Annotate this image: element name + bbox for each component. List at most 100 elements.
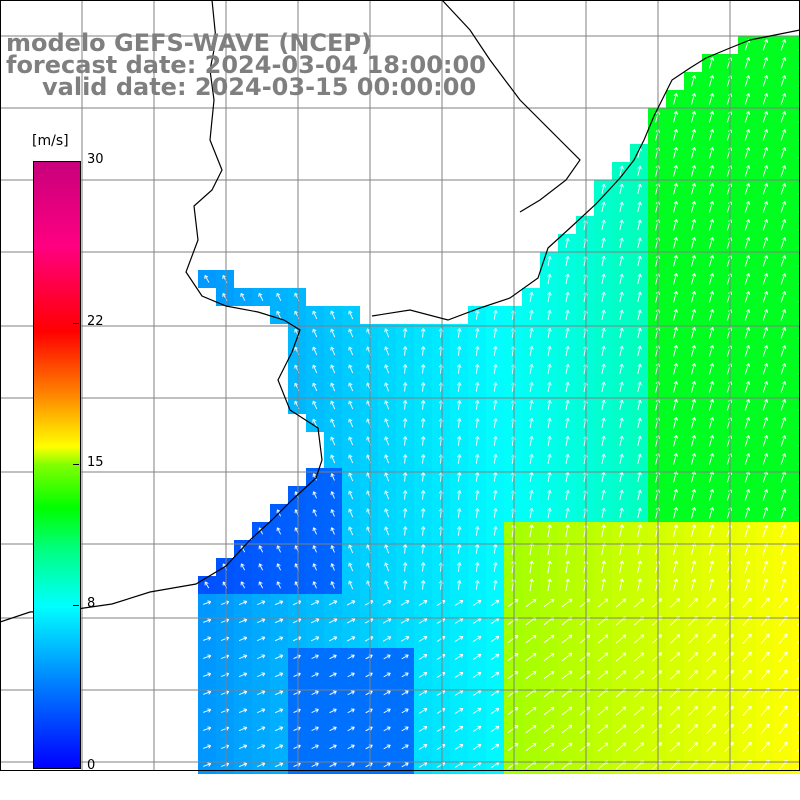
wind-arrow xyxy=(780,291,787,303)
wind-arrow xyxy=(744,201,751,213)
wind-arrow xyxy=(543,634,555,644)
wind-arrow xyxy=(673,417,678,429)
wind-arrow xyxy=(637,507,642,519)
wind-arrow xyxy=(420,544,426,554)
wind-arrow xyxy=(690,237,697,249)
field-cell xyxy=(792,36,800,54)
wind-arrow xyxy=(383,744,391,750)
wind-arrow xyxy=(619,578,625,592)
wind-arrow xyxy=(312,310,318,320)
wind-arrow xyxy=(561,724,573,734)
wind-arrow xyxy=(493,327,498,338)
wind-arrow xyxy=(507,652,519,661)
wind-arrow xyxy=(310,636,320,642)
wind-arrow xyxy=(673,147,678,159)
wind-arrow xyxy=(547,453,552,464)
wind-arrow xyxy=(744,291,751,303)
wind-arrow xyxy=(402,364,408,374)
wind-arrow xyxy=(742,633,752,644)
wind-arrow xyxy=(238,726,248,731)
wind-arrow xyxy=(420,382,426,392)
wind-arrow xyxy=(203,762,212,767)
wind-arrow xyxy=(454,708,464,714)
wind-arrow xyxy=(312,400,318,410)
wind-arrow xyxy=(637,219,642,231)
wind-arrow xyxy=(673,309,678,321)
field-cell xyxy=(792,630,800,648)
wind-arrow xyxy=(673,219,678,231)
wind-arrow xyxy=(673,201,678,213)
wind-arrow xyxy=(690,489,697,501)
wind-arrow xyxy=(493,543,498,554)
wind-arrow xyxy=(637,363,642,375)
wind-arrow xyxy=(475,328,480,338)
wind-arrow xyxy=(329,762,337,768)
wind-arrow xyxy=(615,706,627,716)
wind-arrow xyxy=(312,545,317,553)
wind-arrow xyxy=(311,690,319,696)
field-cell xyxy=(792,558,800,576)
field-cell xyxy=(792,126,800,144)
wind-arrow xyxy=(547,381,552,392)
wind-arrow xyxy=(507,670,519,679)
wind-arrow xyxy=(780,201,787,213)
wind-arrow xyxy=(744,237,751,249)
wind-arrow xyxy=(615,598,627,608)
wind-arrow xyxy=(760,597,770,609)
wind-arrow xyxy=(762,417,769,429)
wind-arrow xyxy=(690,291,697,303)
wind-arrow xyxy=(384,544,390,554)
wind-arrow xyxy=(256,726,266,732)
wind-arrow xyxy=(311,726,319,732)
wind-arrow xyxy=(274,708,284,714)
wind-arrow xyxy=(348,364,354,374)
wind-arrow xyxy=(762,345,769,357)
wind-arrow xyxy=(493,435,498,446)
wind-arrow xyxy=(619,453,624,465)
wind-arrow xyxy=(457,436,462,446)
wind-arrow xyxy=(601,237,606,249)
wind-arrow xyxy=(762,111,769,123)
wind-arrow xyxy=(347,762,355,768)
wind-arrow xyxy=(475,526,480,536)
wind-arrow xyxy=(240,581,246,589)
wind-arrow xyxy=(493,489,498,500)
wind-arrow xyxy=(475,382,480,392)
field-cell xyxy=(792,252,800,270)
wind-arrow xyxy=(274,690,284,696)
wind-arrow xyxy=(708,399,715,411)
wind-arrow xyxy=(744,524,751,538)
wind-arrow xyxy=(490,599,500,607)
wind-arrow xyxy=(690,183,697,195)
wind-arrow xyxy=(561,652,573,662)
wind-arrow xyxy=(276,563,282,571)
wind-arrow xyxy=(475,436,480,446)
wind-arrow xyxy=(256,762,266,768)
wind-arrow xyxy=(347,744,355,750)
wind-arrow xyxy=(744,219,751,231)
wind-arrow xyxy=(762,381,769,393)
wind-arrow xyxy=(565,363,570,374)
field-cell xyxy=(792,234,800,252)
wind-arrow xyxy=(688,652,698,662)
wind-arrow xyxy=(619,201,624,213)
wind-arrow xyxy=(778,705,788,717)
wind-arrow xyxy=(744,578,751,592)
wind-arrow xyxy=(256,672,266,678)
wind-arrow xyxy=(762,255,769,267)
wind-arrow xyxy=(637,327,642,339)
wind-arrow xyxy=(601,183,606,195)
wind-arrow xyxy=(744,560,751,574)
wind-arrow xyxy=(619,165,624,177)
field-cell xyxy=(792,738,800,756)
wind-arrow xyxy=(619,363,624,375)
wind-arrow xyxy=(402,400,408,410)
coastline-estuary xyxy=(441,0,581,213)
wind-arrow xyxy=(565,524,570,538)
wind-arrow xyxy=(690,399,697,411)
wind-arrow xyxy=(619,309,624,321)
wind-arrow xyxy=(670,742,680,752)
field-cell xyxy=(792,360,800,378)
wind-arrow xyxy=(457,364,462,374)
wind-arrow xyxy=(565,435,570,446)
